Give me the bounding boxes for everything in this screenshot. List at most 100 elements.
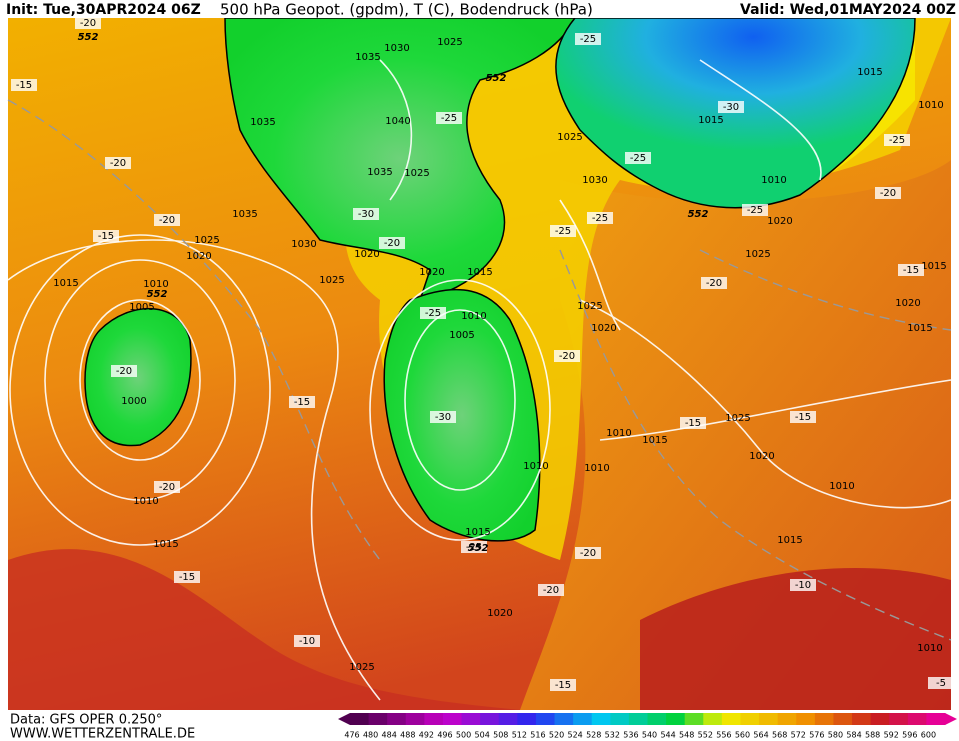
label-box: [75, 17, 101, 29]
geopotential-label: 552: [78, 32, 99, 43]
pressure-label: 1010: [918, 100, 943, 111]
label-box: [875, 187, 901, 199]
label-box: [718, 101, 744, 113]
pressure-label: 1025: [319, 275, 344, 286]
temperature-label: -10: [795, 580, 811, 591]
label-box: [575, 33, 601, 45]
header-bar: [0, 0, 959, 18]
colorbar-swatch: [907, 713, 927, 725]
pressure-label: 1025: [194, 235, 219, 246]
contour-label: -20: [554, 350, 580, 362]
contour-label: 552: [147, 289, 168, 300]
contour-label: -30: [718, 101, 744, 113]
contour-label: -15: [680, 417, 706, 429]
temperature-label: -15: [16, 80, 32, 91]
cold-pool: [383, 288, 541, 542]
pressure-label: 1035: [250, 117, 275, 128]
temperature-label: -20: [706, 278, 722, 289]
valid-time: Valid: Wed,01MAY2024 00Z: [740, 2, 956, 18]
contour-label: -15: [11, 79, 37, 91]
temperature-label: -25: [441, 113, 457, 124]
colorbar-swatch: [833, 713, 853, 725]
contour-label: 1015: [467, 267, 492, 278]
contour-label: -25: [436, 112, 462, 124]
colorbar-label: 592: [884, 731, 899, 740]
label-box: [154, 214, 180, 226]
pressure-label: 1030: [291, 239, 316, 250]
pressure-label: 1010: [143, 279, 168, 290]
pressure-label: 1025: [349, 662, 374, 673]
isotherms: [7, 99, 952, 641]
label-box: [93, 230, 119, 242]
pressure-label: 1020: [749, 451, 774, 462]
pressure-label: 1000: [121, 396, 146, 407]
colorbar-label: 572: [791, 731, 806, 740]
contour-label: 1020: [591, 323, 616, 334]
temperature-label: -15: [903, 265, 919, 276]
contour-label: 1035: [232, 209, 257, 220]
colorbar-label: 536: [623, 731, 638, 740]
contour-label: 1020: [186, 251, 211, 262]
pressure-label: 1025: [745, 249, 770, 260]
contour-label: -25: [420, 307, 446, 319]
temperature-label: -20: [559, 351, 575, 362]
pressure-label: 1015: [53, 278, 78, 289]
label-box: [154, 481, 180, 493]
pressure-label: 1020: [419, 267, 444, 278]
temperature-label: -30: [723, 102, 739, 113]
colorbar-label: 512: [512, 731, 527, 740]
contour-label: -10: [790, 579, 816, 591]
pressure-label: 1025: [725, 413, 750, 424]
label-box: [625, 152, 651, 164]
temperature-label: -25: [747, 205, 763, 216]
pressure-label: 1015: [153, 539, 178, 550]
colorbar-label: 488: [400, 731, 415, 740]
colorbar-swatch: [517, 713, 537, 725]
pressure-label: 1005: [449, 330, 474, 341]
contour-label: -15: [550, 679, 576, 691]
label-box: [790, 579, 816, 591]
temperature-label: -25: [630, 153, 646, 164]
contour-label: 1010: [461, 311, 486, 322]
contour-labels: 1030 1025 1035 1015 1010 1015 1035 1040 1025 1035…: [11, 17, 954, 691]
contour-label: -15: [289, 396, 315, 408]
contour-label: -25: [550, 225, 576, 237]
label-box: [701, 277, 727, 289]
colorbar-label: 508: [493, 731, 508, 740]
contour-label: 1020: [419, 267, 444, 278]
contour-label: 1015: [777, 535, 802, 546]
contour-label: 1025: [745, 249, 770, 260]
label-box: [289, 396, 315, 408]
contour-label: 1025: [725, 413, 750, 424]
colorbar-swatch: [573, 713, 593, 725]
temperature-label: -25: [425, 308, 441, 319]
pressure-label: 1035: [367, 167, 392, 178]
colorbar-label: 476: [344, 731, 359, 740]
colorbar-label: 532: [605, 731, 620, 740]
contour-label: 1010: [829, 481, 854, 492]
contour-label: -20: [154, 214, 180, 226]
colorbar-label: 520: [549, 731, 564, 740]
colorbar-label: 576: [809, 731, 824, 740]
label-box: [790, 411, 816, 423]
colorbar: 476 480 484 488 492 496 500 504 508 512 516 520 524 5…: [338, 713, 957, 740]
colorbar-swatch: [350, 713, 370, 725]
colorbar-swatch: [796, 713, 816, 725]
pressure-label: 1015: [921, 261, 946, 272]
label-box: [742, 204, 768, 216]
contour-label: -20: [105, 157, 131, 169]
colorbar-swatch: [535, 713, 556, 725]
colorbar-swatch: [703, 713, 723, 725]
pressure-label: 1025: [404, 168, 429, 179]
label-box: [105, 157, 131, 169]
contour-label: -25: [742, 204, 768, 216]
pressure-label: 1020: [591, 323, 616, 334]
pressure-label: 1010: [606, 428, 631, 439]
contour-label: 1010: [584, 463, 609, 474]
contour-label: 1035: [250, 117, 275, 128]
contour-label: 552: [468, 543, 489, 554]
pressure-label: 1015: [907, 323, 932, 334]
contour-label: -5: [928, 677, 954, 689]
contour-label: 1015: [921, 261, 946, 272]
